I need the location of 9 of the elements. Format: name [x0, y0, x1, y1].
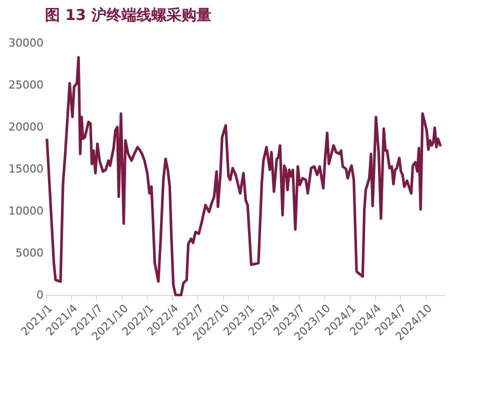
- y-tick-label: 20000: [8, 120, 44, 134]
- y-tick-label: 30000: [8, 36, 44, 50]
- chart-title: 图 13 沪终端线螺采购量: [45, 6, 212, 24]
- y-tick-label: 5000: [16, 246, 44, 260]
- y-tick-label: 0: [36, 288, 44, 302]
- line-series: [46, 56, 442, 296]
- y-tick-label: 15000: [8, 162, 44, 176]
- y-tick-label: 10000: [8, 204, 44, 218]
- y-tick-label: 25000: [8, 78, 44, 92]
